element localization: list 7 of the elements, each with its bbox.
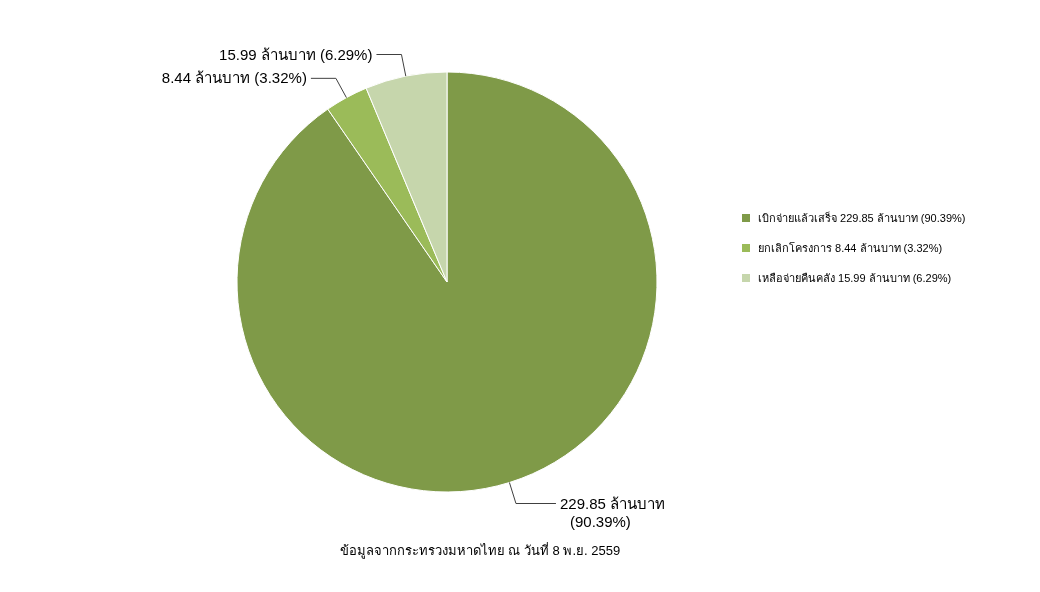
legend-label: เหลือจ่ายคืนคลัง 15.99 ล้านบาท (6.29%) [758, 272, 952, 284]
legend-label: เบิกจ่ายแล้วเสร็จ 229.85 ล้านบาท (90.39%) [758, 211, 966, 224]
legend-label: ยกเลิกโครงการ 8.44 ล้านบาท (3.32%) [758, 241, 943, 254]
data-label: 15.99 ล้านบาท (6.29%) [219, 45, 373, 63]
text: ข้อมูลจากกระทรวงมหาดไทย ณ วันที่ 8 พ.ย. 2559 [339, 542, 621, 559]
data-label: 229.85 ล้านบาท (90.39%) [559, 494, 666, 530]
data-label: 8.44 ล้านบาท (3.32%) [161, 69, 307, 87]
